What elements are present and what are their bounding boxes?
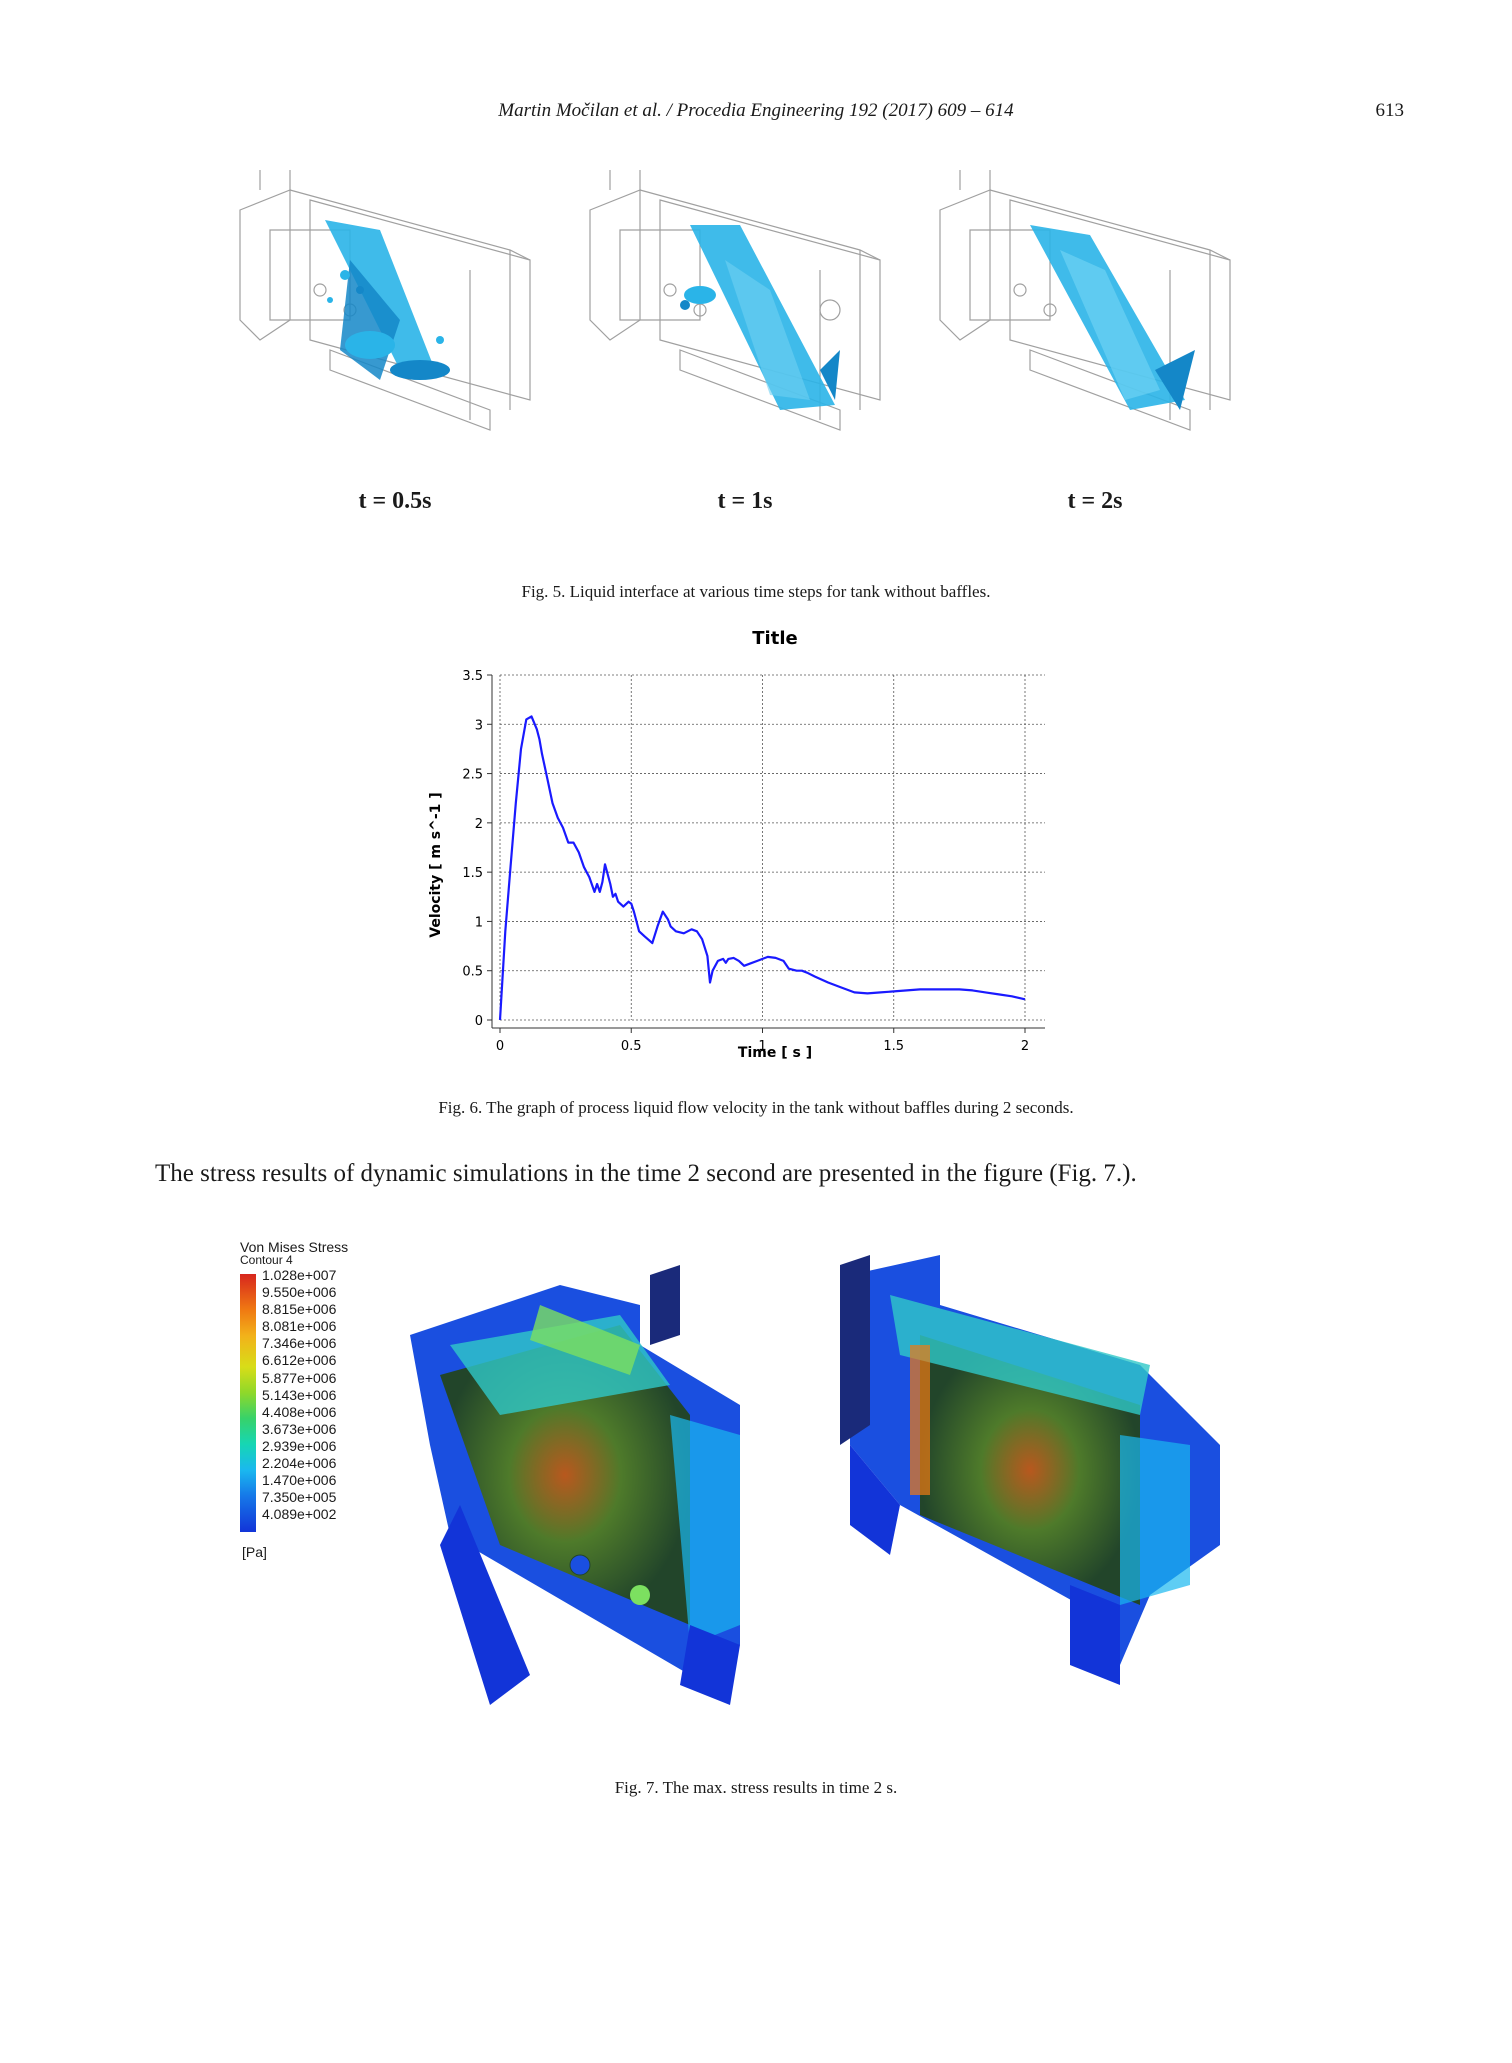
x-axis-label: Time [ s ] [738,1045,812,1061]
legend-tick: 2.939e+006 [262,1437,337,1454]
legend-unit: [Pa] [242,1544,267,1560]
legend-tick: 5.877e+006 [262,1369,337,1386]
legend-tick: 4.408e+006 [262,1403,337,1420]
legend-tick: 8.815e+006 [262,1301,337,1318]
x-tick-label: 2 [1021,1039,1029,1054]
y-tick-label: 0 [475,1014,483,1029]
y-tick-label: 1.5 [462,866,483,881]
liquid-interface-panel-3: t = 2s [930,170,1260,514]
y-tick-label: 3.5 [462,669,483,684]
legend-tick: 7.346e+006 [262,1335,337,1352]
figure-6-caption: Fig. 6. The graph of process liquid flow… [438,1098,1074,1117]
legend-subtitle: Contour 4 [240,1253,293,1267]
x-tick-label: 0 [496,1039,504,1054]
y-tick-label: 0.5 [462,965,483,980]
chart-grid [499,674,1045,1021]
velocity-series-line [498,715,1026,1021]
figure-5: t = 0.5s t = 1s [230,170,1250,530]
y-axis-label: Velocity [ m s^-1 ] [428,792,444,937]
time-label: t = 2s [1067,488,1123,514]
chart-title: Title [752,628,797,649]
x-tick-label: 0.5 [621,1039,642,1054]
chart-series-layer [498,715,1026,1021]
tank-wireframe-image-3 [939,170,1231,431]
stress-view-back [840,1255,1220,1685]
legend-tick: 4.089e+002 [262,1506,337,1523]
legend-tick: 7.350e+005 [262,1489,337,1506]
tank-wireframe-image-2 [589,170,881,431]
legend-tick: 2.204e+006 [262,1455,337,1472]
x-tick-label: 1 [758,1039,766,1054]
x-tick-label: 1.5 [883,1039,904,1054]
liquid-interface-panel-2: t = 1s [580,170,910,514]
liquid-interface-panel-1: t = 0.5s [230,170,560,514]
y-tick-label: 2.5 [462,768,483,783]
legend-tick: 3.673e+006 [262,1420,337,1437]
figure-6: Title 0 0.5 1 1.5 2 0 0.5 1 1.5 2 2.5 3 3.5 Time [ s… [420,620,1070,1080]
legend-tick-labels: 1.028e+007 9.550e+006 8.815e+006 8.081e+… [262,1267,336,1523]
legend-tick: 6.612e+006 [262,1352,337,1369]
tank-wireframe-image-1 [239,170,531,431]
legend-body: 1.028e+007 9.550e+006 8.815e+006 8.081e+… [240,1267,390,1560]
y-tick-label: 3 [475,718,483,733]
legend-tick: 1.470e+006 [262,1472,337,1489]
figure-5-caption: Fig. 5. Liquid interface at various time… [521,582,991,601]
chart-axes: 0 0.5 1 1.5 2 0 0.5 1 1.5 2 2.5 3 3.5 [462,669,1045,1054]
legend-tick: 1.028e+007 [262,1267,337,1283]
time-label: t = 0.5s [358,488,432,514]
velocity-chart: Title 0 0.5 1 1.5 2 0 0.5 1 1.5 2 2.5 3 3.5 Time [ s… [428,628,1045,1061]
legend-tick: 5.143e+006 [262,1386,337,1403]
page-number: 613 [1375,100,1405,121]
legend-tick: 9.550e+006 [262,1284,337,1301]
legend-tick: 8.081e+006 [262,1318,337,1335]
legend-title: Von Mises Stress [240,1239,349,1255]
time-label: t = 1s [717,488,773,514]
y-tick-label: 1 [475,915,483,930]
stress-legend: Von Mises Stress Contour 4 1.028e+007 9.… [240,1239,390,1560]
stress-view-front [410,1265,740,1705]
running-header: Martin Močilan et al. / Procedia Enginee… [498,100,1014,121]
body-paragraph: The stress results of dynamic simulation… [155,1160,1137,1187]
figure-7: Von Mises Stress Contour 4 1.028e+007 9.… [220,1240,1240,1720]
y-tick-label: 2 [475,817,483,832]
figure-7-caption: Fig. 7. The max. stress results in time … [614,1778,898,1797]
colorbar [240,1274,256,1532]
